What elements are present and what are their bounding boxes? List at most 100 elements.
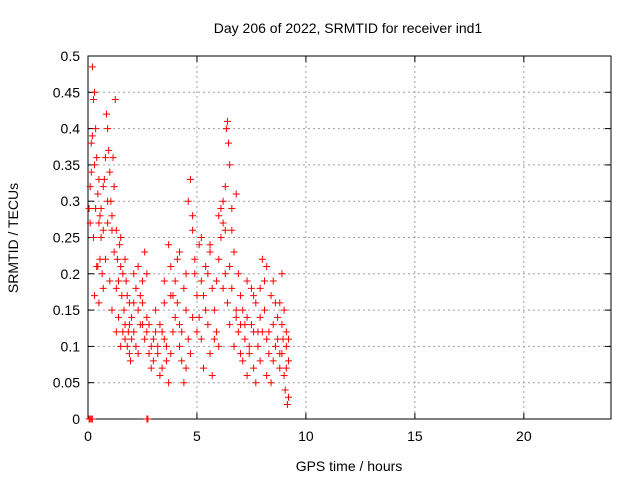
data-point (258, 328, 266, 336)
data-point (122, 277, 130, 285)
data-point (138, 277, 146, 285)
data-point (94, 263, 102, 271)
data-point (92, 204, 100, 212)
data-point (92, 125, 100, 133)
data-point (245, 350, 253, 358)
data-point (280, 306, 288, 314)
data-point (130, 299, 138, 307)
data-point (171, 313, 179, 321)
data-point (121, 335, 129, 343)
data-point (282, 364, 290, 372)
data-point (125, 350, 133, 358)
data-point (223, 117, 231, 125)
data-point (101, 255, 109, 263)
data-point (167, 263, 175, 271)
data-point (282, 342, 290, 350)
data-point (206, 248, 214, 256)
data-point (91, 161, 99, 169)
y-tick-label: 0 (72, 411, 80, 427)
data-point (149, 335, 157, 343)
data-point (141, 335, 149, 343)
data-point (219, 197, 227, 205)
data-point (250, 328, 258, 336)
data-point (112, 284, 120, 292)
data-point (119, 270, 127, 278)
data-point (88, 132, 96, 140)
data-point (228, 226, 236, 234)
y-tick-label: 0.4 (61, 121, 81, 137)
data-point (182, 270, 190, 278)
x-axis-label: GPS time / hours (296, 458, 403, 474)
data-point (269, 321, 277, 329)
data-point (215, 255, 223, 263)
data-point (180, 284, 188, 292)
data-point (138, 299, 146, 307)
data-point (128, 313, 136, 321)
data-point (199, 364, 207, 372)
data-point (136, 321, 144, 329)
data-point (219, 284, 227, 292)
data-point (87, 139, 95, 147)
data-point (189, 313, 197, 321)
data-point (158, 328, 166, 336)
y-tick-label: 0.2 (61, 266, 81, 282)
grid-lines (88, 56, 611, 419)
data-point (225, 139, 233, 147)
data-point (123, 342, 131, 350)
data-point (110, 183, 118, 191)
data-point (152, 306, 160, 314)
data-point (143, 328, 151, 336)
data-point (98, 270, 106, 278)
data-point (263, 371, 271, 379)
data-point (144, 415, 152, 423)
data-point (86, 183, 94, 191)
data-point (184, 335, 192, 343)
data-point (86, 219, 94, 227)
data-point (278, 321, 286, 329)
x-tick-label: 20 (516, 428, 532, 444)
data-point (221, 226, 229, 234)
data-point (283, 400, 291, 408)
data-point (189, 212, 197, 220)
data-point (230, 342, 238, 350)
data-point (115, 277, 123, 285)
data-point (176, 342, 184, 350)
data-point (104, 125, 112, 133)
x-tick-label: 5 (193, 428, 201, 444)
data-point (156, 371, 164, 379)
data-point (215, 212, 223, 220)
data-point (91, 88, 99, 96)
y-tick-label: 0.35 (53, 157, 80, 173)
data-point (282, 328, 290, 336)
data-point (280, 371, 288, 379)
data-point (265, 350, 273, 358)
data-point (197, 277, 205, 285)
data-point (204, 270, 212, 278)
data-point (243, 277, 251, 285)
data-point (265, 328, 273, 336)
y-axis-tick-labels: 0 0.05 0.1 0.15 0.2 0.25 0.3 0.35 0.4 0.45 0.5 (53, 48, 80, 427)
data-point (87, 168, 95, 176)
data-point (103, 110, 111, 118)
data-point (276, 364, 284, 372)
data-point (95, 175, 103, 183)
data-point (123, 292, 131, 300)
data-point (117, 263, 125, 271)
data-point (158, 364, 166, 372)
data-point (117, 342, 125, 350)
data-point (167, 350, 175, 358)
data-point (281, 386, 289, 394)
data-point (250, 292, 258, 300)
data-point (134, 263, 142, 271)
data-point (165, 241, 173, 249)
data-point (89, 234, 97, 241)
data-point (95, 299, 103, 307)
data-point (215, 342, 223, 350)
data-point (267, 379, 275, 387)
data-point (154, 342, 162, 350)
data-point (284, 335, 292, 343)
data-point (94, 190, 102, 198)
data-point (230, 248, 238, 256)
data-point (232, 306, 240, 314)
y-tick-label: 0.05 (53, 375, 80, 391)
